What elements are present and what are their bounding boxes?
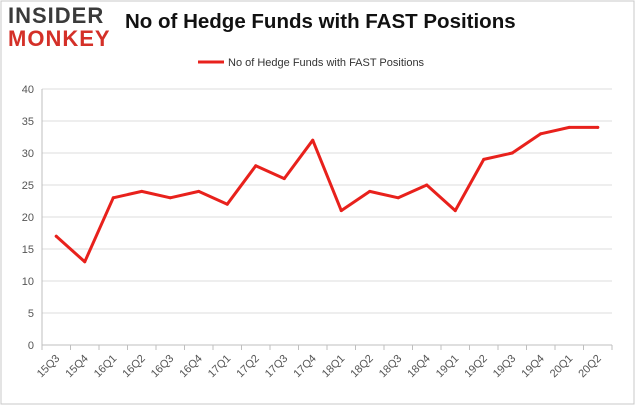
x-tick-label: 19Q3: [491, 353, 519, 381]
data-point: [282, 177, 286, 181]
y-tick-label: 5: [28, 308, 34, 320]
x-tick-label: 18Q2: [348, 353, 376, 381]
x-tick-label: 18Q4: [405, 353, 433, 381]
x-tick-label: 16Q4: [177, 353, 205, 381]
data-point: [510, 151, 514, 155]
data-point: [254, 164, 258, 168]
y-tick-label: 30: [22, 148, 34, 160]
y-tick-label: 10: [22, 276, 34, 288]
x-tick-label: 15Q4: [63, 353, 91, 381]
x-tick-label: 18Q1: [320, 353, 348, 381]
data-point: [339, 209, 343, 213]
data-point: [539, 132, 543, 136]
data-point: [140, 189, 144, 193]
data-point: [197, 189, 201, 193]
series-line: [54, 125, 600, 264]
y-tick-label: 15: [22, 244, 34, 256]
logo-text-bottom: MONKEY: [8, 26, 111, 51]
y-tick-label: 40: [22, 84, 34, 96]
data-point: [453, 209, 457, 213]
insider-monkey-logo: INSIDER MONKEY: [8, 4, 118, 54]
x-tick-label: 17Q2: [234, 353, 262, 381]
x-tick-label: 20Q1: [548, 353, 576, 381]
data-point: [425, 183, 429, 187]
x-tick-label: 16Q1: [92, 353, 120, 381]
x-tick-label: 16Q2: [120, 353, 148, 381]
data-point: [111, 196, 115, 200]
x-tick-label: 16Q3: [149, 353, 177, 381]
y-tick-label: 25: [22, 180, 34, 192]
data-point: [567, 125, 571, 129]
x-tick-label: 19Q1: [434, 353, 462, 381]
data-point: [168, 196, 172, 200]
x-tick-label: 18Q3: [377, 353, 405, 381]
y-tick-label: 0: [28, 340, 34, 352]
x-tick-label: 17Q4: [291, 353, 319, 381]
x-tick-label: 20Q2: [576, 353, 604, 381]
data-point: [596, 125, 600, 129]
y-tick-label: 35: [22, 116, 34, 128]
y-tick-label: 20: [22, 212, 34, 224]
data-point: [54, 234, 58, 238]
data-point: [482, 157, 486, 161]
data-point: [396, 196, 400, 200]
data-point: [83, 260, 87, 264]
chart-title: No of Hedge Funds with FAST Positions: [125, 10, 516, 33]
data-point: [225, 202, 229, 206]
logo-text-top: INSIDER: [8, 3, 105, 28]
x-tick-label: 17Q3: [263, 353, 291, 381]
data-point: [311, 138, 315, 142]
x-tick-label: 19Q2: [462, 353, 490, 381]
x-tick-label: 17Q1: [206, 353, 234, 381]
legend-label: No of Hedge Funds with FAST Positions: [228, 57, 425, 69]
data-point: [368, 189, 372, 193]
x-tick-label: 19Q4: [519, 353, 547, 381]
x-tick-label: 15Q3: [35, 353, 63, 381]
